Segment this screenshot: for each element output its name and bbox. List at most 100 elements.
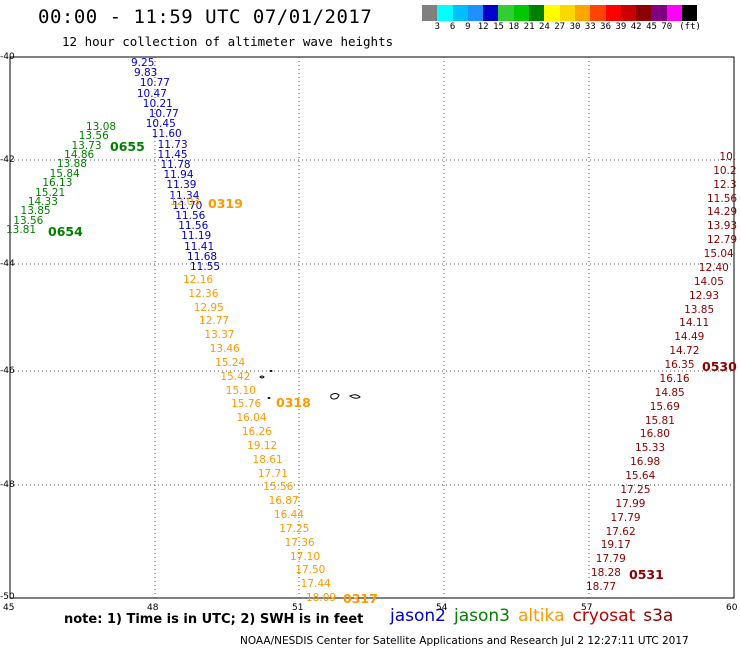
swh-value: 12.16	[183, 274, 214, 286]
color-scale-label: 33	[584, 22, 596, 32]
swh-value: 15.21	[35, 186, 66, 199]
swh-value: 11.55	[190, 261, 221, 273]
swh-value: 11.94	[163, 169, 194, 182]
lat-tick-label: -40	[0, 52, 15, 62]
swh-value: 14.49	[674, 331, 705, 344]
swh-value: 13.46	[209, 343, 240, 356]
swh-value: 12.77	[199, 315, 230, 328]
lon-tick-label: 60	[726, 603, 738, 613]
color-scale-label: 15	[493, 22, 504, 32]
swh-value: 17.25	[279, 522, 310, 535]
swh-value: 17.25	[620, 483, 651, 496]
pass-label: 0531	[629, 567, 664, 582]
swh-value: 11.45	[157, 148, 188, 161]
swh-value: 14.33	[27, 195, 58, 208]
color-swatch	[544, 5, 560, 21]
swh-value: 14.85	[654, 386, 685, 399]
swh-value: 12.79	[707, 234, 738, 247]
color-swatch	[574, 5, 591, 21]
swh-value: 9.83	[133, 67, 158, 80]
swh-value: 13.85	[684, 303, 715, 316]
color-scale-label: 36	[600, 22, 612, 32]
credit-line: NOAA/NESDIS Center for Satellite Applica…	[240, 635, 689, 647]
swh-value: 10.77	[139, 77, 170, 90]
color-swatch	[682, 5, 698, 21]
color-scale-label: 70	[661, 22, 673, 32]
swh-value: 13.37	[204, 329, 235, 342]
swh-value: 10.21	[142, 97, 173, 110]
lat-tick-label: -48	[0, 480, 15, 490]
swh-value: 15.84	[49, 167, 80, 180]
swh-value: 11.41	[184, 240, 215, 253]
swh-value: 16.13	[42, 177, 73, 190]
swh-value: 15.64	[625, 470, 656, 483]
swh-value: 10.2	[713, 164, 737, 177]
swh-value: 11.34	[169, 189, 200, 202]
lon-tick-label: 51	[292, 603, 304, 613]
swh-value: 14.11	[679, 317, 710, 330]
swh-value: 17.44	[300, 578, 331, 591]
color-swatch	[605, 5, 621, 21]
color-scale-label: 42	[630, 22, 642, 32]
swh-value: 16.80	[639, 428, 670, 441]
color-swatch	[498, 5, 514, 21]
swh-value: 11.39	[166, 179, 197, 192]
color-swatch	[559, 5, 575, 21]
swh-value: 10.47	[136, 87, 167, 100]
swh-value: 16.04	[236, 412, 267, 425]
swh-value: 14.72	[669, 345, 700, 358]
swh-value: 15.42	[220, 370, 251, 383]
swh-value: 11.56	[175, 210, 206, 222]
color-swatch	[437, 5, 453, 21]
swh-value: 16.35	[664, 359, 695, 372]
swh-value: 11.60	[151, 128, 182, 141]
color-scale-bar	[422, 5, 698, 21]
lat-lon-grid	[10, 57, 734, 598]
swh-value: 15.76	[231, 398, 262, 411]
color-swatch	[590, 5, 606, 21]
swh-value: 13.08	[86, 121, 117, 133]
swh-value: 15.33	[635, 442, 666, 455]
swh-value: 13.73	[71, 139, 102, 152]
pass-label: 0655	[110, 139, 145, 154]
color-swatch	[529, 5, 545, 21]
swh-value: 11.78	[160, 159, 191, 171]
swh-value: 17.62	[605, 525, 636, 538]
swh-value: 19.12	[247, 439, 278, 452]
swh-value: 15.81	[644, 414, 675, 427]
swh-value: 18.09	[306, 592, 337, 604]
color-swatch	[651, 5, 667, 21]
swh-value: 14.29	[707, 206, 738, 219]
color-swatch	[452, 5, 468, 21]
swh-value: 13.88	[56, 158, 87, 171]
swh-value: 13.85	[20, 205, 51, 218]
lon-tick-label: 48	[147, 603, 159, 613]
swh-value: 17.99	[615, 497, 646, 510]
swh-value: 10.	[719, 151, 737, 163]
pass-label: 0318	[276, 395, 311, 410]
swh-value: 12.95	[193, 301, 224, 314]
color-scale-label: 3	[434, 22, 441, 32]
color-scale-label: 30	[569, 22, 581, 32]
swh-value: 12.93	[688, 289, 720, 302]
swh-value: 11.56	[707, 192, 738, 205]
map-border	[9, 56, 735, 599]
swh-value: 9.25	[131, 57, 155, 69]
swh-value: 12.03	[170, 196, 201, 208]
satellite-legend: jason2 jason3 altika cryosat s3a	[390, 606, 681, 626]
lat-tick-label: -44	[0, 259, 15, 269]
color-scale-label: 27	[554, 22, 566, 32]
swh-value: 17.79	[610, 511, 641, 524]
swh-value: 15.69	[649, 400, 680, 413]
swh-value: 17.71	[257, 467, 288, 480]
swh-value: 10.45	[145, 118, 176, 131]
pass-label: 0654	[48, 224, 83, 239]
swh-value: 15.10	[225, 384, 256, 397]
pass-label: 0319	[208, 196, 243, 211]
swh-value: 17.79	[595, 553, 626, 566]
swh-value: 13.93	[707, 220, 738, 233]
swh-value: 12.3	[713, 178, 737, 191]
swh-value: 17.36	[284, 536, 315, 549]
map-subtitle: 12 hour collection of altimeter wave hei…	[62, 34, 394, 49]
